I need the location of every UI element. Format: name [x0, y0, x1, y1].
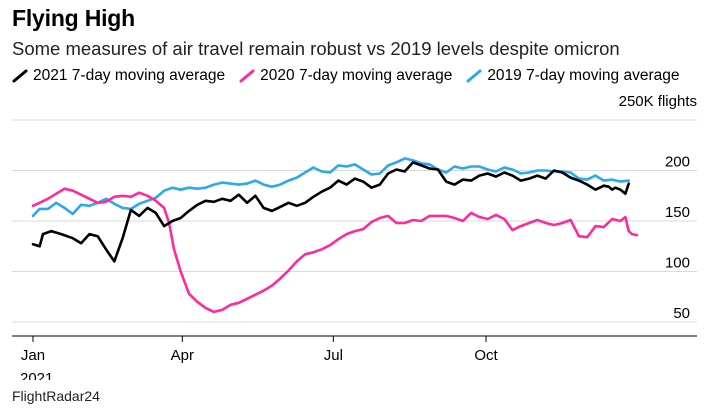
legend-item-2021: 2021 7-day moving average	[12, 67, 225, 85]
x-tick-label-oct: Oct	[474, 347, 498, 364]
legend-swatch-2019	[466, 69, 482, 83]
legend-swatch-2020	[239, 69, 255, 83]
y-tick-label-100: 100	[665, 255, 690, 272]
line-chart: 50 100 150 200 Jan 2021 Apr Jul Oct	[12, 119, 697, 380]
legend-label-2019: 2019 7-day moving average	[487, 67, 680, 84]
chart-subtitle: Some measures of air travel remain robus…	[12, 38, 620, 59]
series-line-2021	[31, 161, 606, 263]
y-tick-label-200: 200	[665, 154, 690, 171]
x-tick-sublabel-jan: 2021	[20, 370, 53, 380]
source-credit: FlightRadar24	[12, 388, 100, 404]
legend-item-2019: 2019 7-day moving average	[466, 67, 679, 85]
x-tick-label-apr: Apr	[171, 347, 194, 364]
y-tick-label-150: 150	[665, 204, 690, 221]
legend: 2021 7-day moving average 2020 7-day mov…	[12, 67, 679, 85]
y-axis-unit-label: 250K flights	[618, 93, 697, 110]
series-line-2020	[31, 187, 639, 314]
legend-label-2021: 2021 7-day moving average	[33, 67, 226, 84]
x-tick-label-jan: Jan	[21, 347, 45, 364]
y-tick-label-50: 50	[673, 305, 690, 322]
legend-label-2020: 2020 7-day moving average	[260, 67, 453, 84]
legend-item-2020: 2020 7-day moving average	[239, 67, 452, 85]
x-tick-label-jul: Jul	[324, 347, 343, 364]
chart-title: Flying High	[12, 5, 136, 31]
legend-swatch-2021	[12, 69, 28, 83]
series-line-tail-2021	[602, 182, 631, 195]
